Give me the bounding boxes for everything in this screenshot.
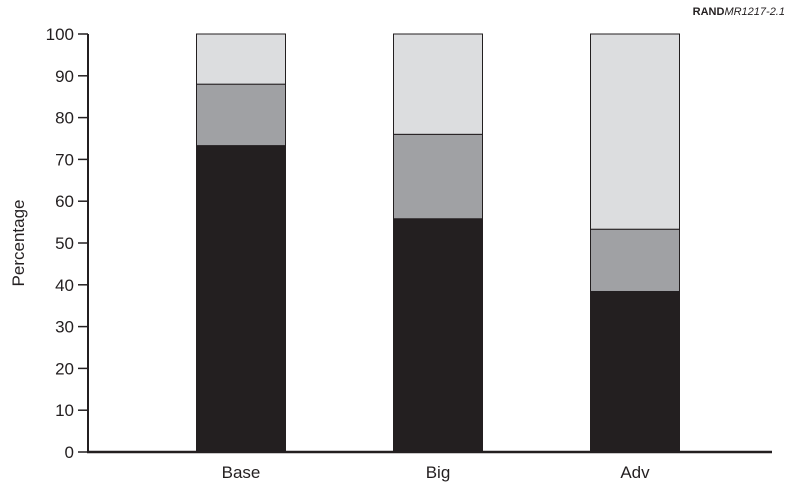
bar-base-segment-1 [196, 145, 286, 453]
y-tick-label-20: 20 [55, 359, 74, 378]
y-tick-label-80: 80 [55, 109, 74, 128]
y-tick-label-70: 70 [55, 150, 74, 169]
bar-big-segment-2 [393, 133, 483, 220]
y-tick-label-60: 60 [55, 192, 74, 211]
bar-big-segment-1 [393, 218, 483, 453]
y-tick-label-30: 30 [55, 318, 74, 337]
source-tag: RANDMR1217-2.1 [693, 6, 785, 18]
bar-base-segment-2 [196, 83, 286, 147]
x-category-label-base: Base [222, 463, 261, 482]
bar-big-segment-3 [393, 33, 483, 135]
bar-adv-segment-2 [590, 228, 680, 292]
y-tick-label-0: 0 [65, 443, 74, 462]
bars-group [196, 33, 680, 453]
bar-adv-segment-1 [590, 290, 680, 453]
source-org: RAND [692, 6, 725, 18]
bar-adv-segment-3 [590, 33, 680, 230]
y-axis-label: Percentage [9, 200, 28, 287]
y-tick-label-10: 10 [55, 401, 74, 420]
y-tick-label-100: 100 [46, 25, 74, 44]
y-axis: 0 10 20 30 40 50 60 70 80 90 100 [46, 25, 89, 462]
bar-base-segment-3 [196, 33, 286, 85]
x-axis: Base Big Adv [87, 450, 772, 482]
x-category-label-adv: Adv [620, 463, 650, 482]
source-doc-id: MR1217-2.1 [724, 6, 785, 18]
y-tick-label-90: 90 [55, 67, 74, 86]
y-tick-label-40: 40 [55, 276, 74, 295]
y-tick-label-50: 50 [55, 234, 74, 253]
x-category-label-big: Big [426, 463, 451, 482]
